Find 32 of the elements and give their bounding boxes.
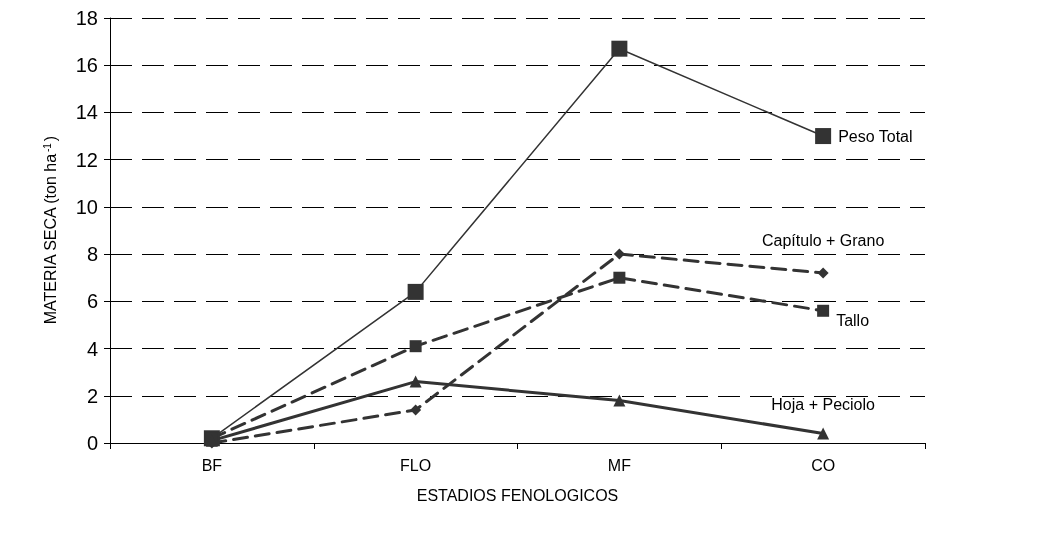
y-tick-label: 18: [75, 7, 98, 29]
point: [817, 304, 830, 317]
point: [815, 128, 832, 145]
series-label: Tallo: [836, 312, 870, 330]
point: [409, 340, 422, 353]
point: [410, 404, 422, 416]
series-label: Hoja + Peciolo: [771, 396, 876, 414]
y-tick-label: 6: [86, 290, 98, 313]
y-tick-label: 16: [75, 54, 98, 77]
x-axis-title: ESTADIOS FENOLOGICOS: [416, 486, 619, 504]
x-tick-label: BF: [201, 456, 223, 474]
y-tick-label: 10: [75, 195, 98, 218]
y-tick-label: 14: [75, 101, 98, 124]
point: [611, 40, 628, 57]
point: [613, 248, 625, 260]
x-tick-label: FLO: [400, 456, 432, 474]
point: [407, 283, 424, 300]
x-tick-label: CO: [811, 456, 836, 474]
point: [817, 427, 830, 440]
point: [409, 375, 422, 388]
x-tick-label: MF: [607, 456, 632, 474]
series-label: Peso Total: [838, 127, 913, 145]
point: [817, 267, 829, 279]
y-tick-label: 2: [86, 384, 98, 407]
y-axis-title: MATERIA SECA (ton ha-1): [41, 135, 59, 325]
point: [613, 394, 626, 407]
point: [613, 271, 626, 284]
series-label: Capítulo + Grano: [761, 232, 885, 249]
y-tick-label: 4: [86, 337, 98, 360]
y-tick-label: 12: [75, 148, 98, 171]
y-tick-label: 8: [86, 243, 98, 266]
y-tick-label: 0: [86, 432, 98, 454]
